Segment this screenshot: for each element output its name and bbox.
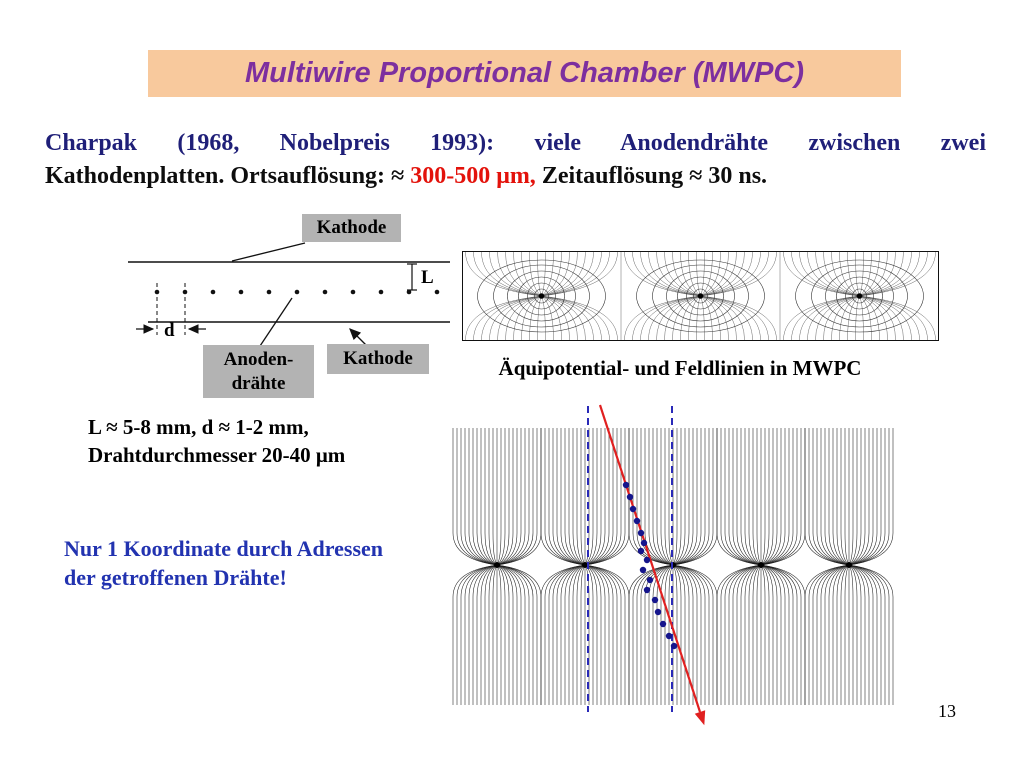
figure-border	[462, 251, 939, 341]
leader-anode-wires	[259, 297, 293, 347]
coordinate-note: Nur 1 Koordinate durch Adressen der getr…	[64, 534, 383, 592]
hit-dot	[646, 576, 654, 584]
hit-dot	[626, 493, 634, 501]
field-lines-figure	[452, 404, 894, 726]
anode-wire-dot	[294, 289, 300, 295]
page-number: 13	[938, 701, 956, 721]
page-title: Multiwire Proportional Chamber (MWPC)	[244, 57, 805, 89]
hit-dot	[654, 608, 662, 616]
anode-wire-dot	[154, 289, 160, 295]
anode-wire-dot	[406, 289, 412, 295]
intro-line-2: Kathodenplatten. Ortsauflösung: ≈ 300-50…	[45, 160, 986, 193]
anode-wire-dot	[266, 289, 272, 295]
anode-wire-dot	[856, 293, 863, 299]
hit-dot	[643, 556, 651, 564]
dim-d-label: d	[164, 320, 175, 341]
note-line-1: Nur 1 Koordinate durch Adressen	[64, 536, 384, 561]
parameters-line-1: L ≈ 5-8 mm, d ≈ 1-2 mm,	[88, 415, 309, 439]
anode-wire-dot	[434, 289, 440, 295]
intro-text-tail: Zeitauflösung ≈ 30 ns.	[535, 163, 768, 189]
hit-dot	[651, 596, 659, 604]
leader-cathode-top	[231, 242, 306, 262]
hit-dot	[639, 566, 647, 574]
parameters-line-2: Drahtdurchmesser 20-40 μm	[88, 443, 346, 467]
equipotential-caption: Äquipotential- und Feldlinien in MWPC	[498, 356, 862, 380]
label-text: Kathode	[316, 217, 387, 238]
leader-cathode-bottom	[349, 328, 367, 346]
anode-wire-dot	[210, 289, 216, 295]
intro-text: Kathodenplatten. Ortsauflösung: ≈	[45, 163, 411, 189]
hit-dot	[640, 539, 648, 547]
anode-wire-dot	[322, 289, 328, 295]
anode-wire-dot	[697, 293, 704, 299]
hit-dot	[659, 620, 667, 628]
title-bar: Multiwire Proportional Chamber (MWPC)	[148, 50, 901, 97]
label-text: Kathode	[343, 348, 413, 369]
anode-wire-dot	[494, 562, 500, 568]
anode-wire-dot	[758, 562, 764, 568]
label-text: drähte	[231, 372, 286, 394]
particle-track	[598, 404, 702, 713]
intro-paragraph: Charpak (1968, Nobelpreis 1993): viele A…	[45, 127, 986, 193]
hit-dot	[665, 632, 673, 640]
dim-L-label: L	[421, 267, 434, 288]
label-kathode-top: Kathode	[302, 214, 401, 242]
note-line-2: der getroffenen Drähte!	[64, 565, 287, 590]
anode-wire-dot	[182, 289, 188, 295]
hit-dot	[629, 505, 637, 513]
anode-wire-dot	[238, 289, 244, 295]
hit-dot	[637, 547, 645, 555]
intro-text-blue: Charpak (1968, Nobelpreis 1993): viele A…	[45, 130, 986, 156]
anode-wire-dot	[582, 562, 588, 568]
track-arrowhead	[694, 710, 706, 726]
label-anoden-draehte: Anoden- drähte	[203, 345, 314, 398]
intro-line-1: Charpak (1968, Nobelpreis 1993): viele A…	[45, 127, 986, 160]
anode-wire-dot	[538, 293, 545, 299]
intro-highlight: 300-500 μm,	[410, 163, 536, 189]
mwpc-schematic: d L	[128, 242, 450, 347]
equipotential-figure	[462, 251, 939, 341]
anode-wire-dot	[378, 289, 384, 295]
hit-dot	[622, 481, 630, 489]
hit-dot	[633, 517, 641, 525]
label-kathode-bottom: Kathode	[327, 344, 429, 374]
hit-dot	[670, 642, 678, 650]
label-text: Anoden-	[223, 348, 294, 370]
hit-dot	[637, 529, 645, 537]
parameters-text: L ≈ 5-8 mm, d ≈ 1-2 mm, Drahtdurchmesser…	[88, 413, 345, 469]
anode-wire-dot	[350, 289, 356, 295]
anode-wire-dot	[846, 562, 852, 568]
hit-dot	[643, 586, 651, 594]
